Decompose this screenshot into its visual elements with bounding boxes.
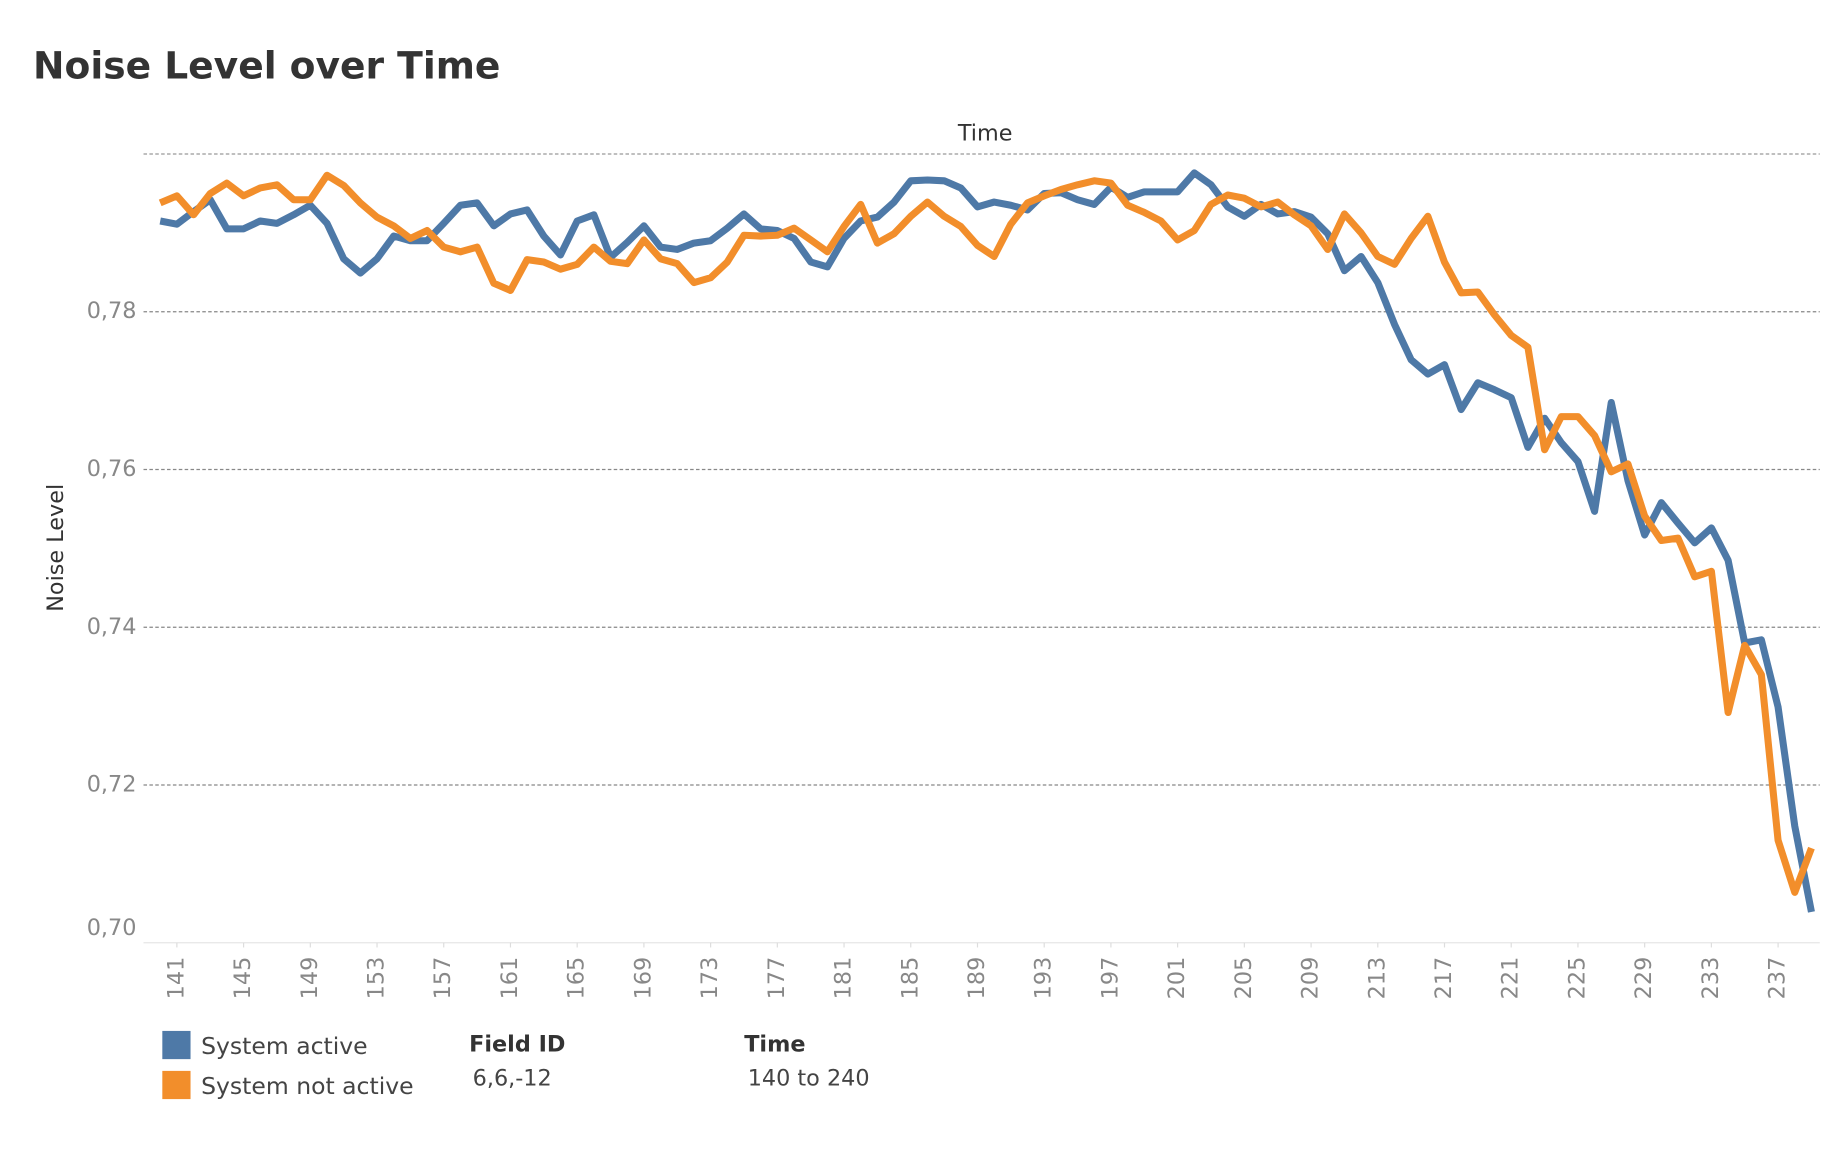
legend-swatch: [162, 1030, 191, 1060]
series-line: [159, 169, 1815, 913]
x-tick-label: 145: [230, 957, 256, 1000]
x-tick-label: 157: [430, 957, 456, 1000]
y-tick-label: 0,78: [87, 298, 137, 324]
x-tick-label: 153: [364, 957, 390, 1000]
x-tick-label: 181: [831, 957, 857, 1000]
filter-title: Time: [744, 1032, 805, 1058]
x-tick-label: 173: [697, 957, 723, 1000]
y-tick-label: 0,74: [87, 614, 137, 640]
x-tick-label: 205: [1231, 957, 1257, 1000]
x-tick-label: 141: [163, 957, 189, 1000]
y-tick-label: 0,72: [87, 772, 137, 798]
x-tick-label: 209: [1298, 957, 1324, 1000]
x-tick-label: 237: [1765, 957, 1791, 1000]
legend-label: System not active: [201, 1072, 414, 1100]
y-tick-label: 0,70: [87, 915, 137, 941]
x-tick-label: 217: [1431, 957, 1457, 1000]
x-axis-title: Time: [957, 121, 1013, 147]
x-tick-label: 169: [630, 957, 656, 1000]
filter-value: 6,6,-12: [473, 1066, 552, 1092]
x-tick-label: 193: [1031, 957, 1057, 1000]
x-tick-label: 161: [497, 957, 523, 1000]
x-tick-label: 197: [1097, 957, 1123, 1000]
filter-value: 140 to 240: [748, 1066, 870, 1092]
x-tick-label: 149: [297, 957, 323, 1000]
x-tick-label: 233: [1698, 957, 1724, 1000]
x-tick-label: 177: [764, 957, 790, 1000]
x-tick-label: 165: [564, 957, 590, 1000]
x-tick-label: 229: [1631, 957, 1657, 1000]
series-line: [158, 171, 1815, 896]
legend-swatch: [162, 1070, 191, 1100]
filter-title: Field ID: [469, 1032, 565, 1058]
x-tick-label: 185: [897, 957, 923, 1000]
chart-title: Noise Level over Time: [33, 44, 500, 88]
legend-label: System active: [201, 1032, 368, 1060]
x-tick-label: 221: [1498, 957, 1524, 1000]
y-axis-title: Noise Level: [43, 484, 69, 612]
y-tick-label: 0,76: [87, 456, 137, 482]
x-tick-label: 225: [1564, 957, 1590, 1000]
x-tick-label: 189: [964, 957, 990, 1000]
x-tick-label: 213: [1364, 957, 1390, 1000]
x-tick-label: 201: [1164, 957, 1190, 1000]
